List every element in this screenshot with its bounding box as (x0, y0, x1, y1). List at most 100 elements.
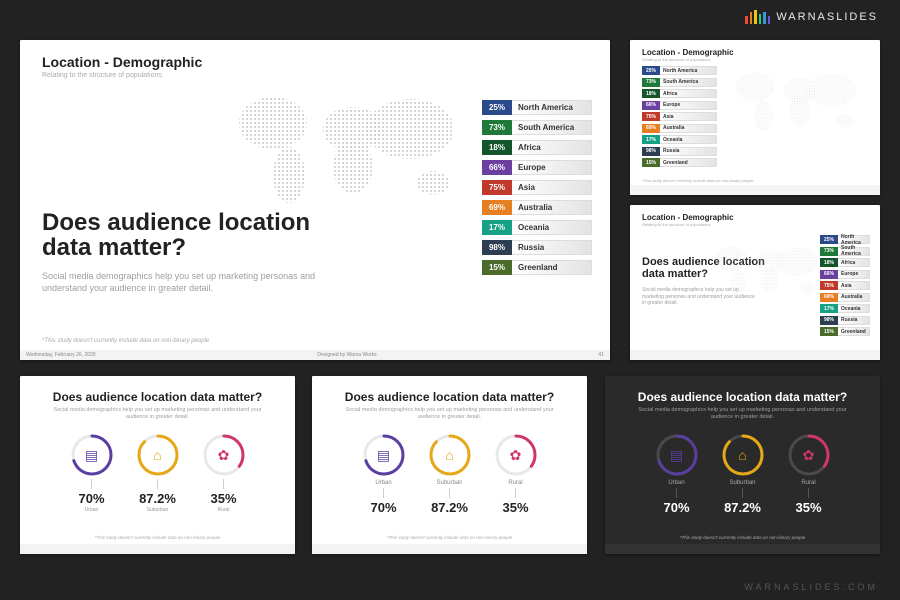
ring-item: ✿Rural35%Rural (202, 433, 246, 513)
region-label: Africa (660, 89, 717, 98)
ring-value: 87.2% (431, 500, 468, 515)
region-label: North America (512, 100, 592, 115)
slide-footer (312, 544, 587, 554)
region-bar: 17%Oceania (642, 135, 717, 144)
region-bar: 17%Oceania (820, 304, 870, 313)
ring-item: ▤ Urban 70% (655, 433, 699, 515)
region-label: Oceania (660, 135, 717, 144)
ring-glyph-icon: ✿ (510, 447, 522, 464)
region-bar: 98%Russia (482, 240, 592, 255)
slide-rings-light-a: Does audience location data matter? Soci… (20, 376, 295, 554)
region-pct: 25% (482, 100, 512, 115)
footnote: *This study doesn't currently include da… (312, 535, 587, 540)
connector-line (223, 479, 224, 489)
region-label: Oceania (512, 220, 592, 235)
headline: Does audience location data matter? (312, 376, 587, 404)
ring-glyph-icon: ▤ (670, 447, 683, 464)
ring-value: 35% (502, 500, 528, 515)
region-bar: 15%Greenland (482, 260, 592, 275)
region-pct: 17% (642, 135, 660, 144)
region-bar: 75%Asia (642, 112, 717, 121)
region-pct: 69% (482, 200, 512, 215)
progress-ring-icon: ✿ (202, 433, 246, 477)
region-label: Greenland (838, 327, 870, 336)
region-pct: 18% (642, 89, 660, 98)
region-label: Asia (512, 180, 592, 195)
region-label: Europe (512, 160, 592, 175)
slide-title: Location - Demographic (42, 54, 588, 70)
region-pct: 66% (482, 160, 512, 175)
region-pct: 17% (820, 304, 838, 313)
region-bar: 15%Greenland (642, 158, 717, 167)
region-label: Russia (512, 240, 592, 255)
world-map-icon (708, 237, 828, 307)
region-label: Asia (838, 281, 870, 290)
region-label: Russia (660, 147, 717, 156)
region-pct: 73% (820, 247, 838, 256)
region-label: Africa (838, 258, 870, 267)
slide-title: Location - Demographic (642, 48, 868, 57)
brand-logo: WARNASLIDES (745, 10, 878, 24)
brand-url: WARNASLIDES.COM (744, 582, 878, 592)
region-bar: 17%Oceania (482, 220, 592, 235)
region-bar: 18%Africa (820, 258, 870, 267)
ring-item: ⌂Suburban87.2%Suburban (136, 433, 180, 513)
connector-line (742, 488, 743, 498)
brand-name: WARNASLIDES (776, 11, 878, 23)
slide-subtitle: Relating to the structure of populations (42, 72, 588, 79)
region-label: Australia (512, 200, 592, 215)
region-label: South America (838, 247, 870, 256)
slide-thumb-bars-left: Location - Demographic Relating to the s… (630, 40, 880, 195)
region-bar: 18%Africa (642, 89, 717, 98)
connector-line (157, 479, 158, 489)
slide-subtitle: Relating to the structure of populations (642, 222, 868, 227)
region-label: North America (838, 235, 870, 244)
region-label: Oceania (838, 304, 870, 313)
progress-ring-icon: ▤ (362, 433, 406, 477)
ring-label: Suburban (436, 480, 462, 486)
footer-page: 41 (598, 352, 604, 358)
region-bar-list: 25%North America73%South America18%Afric… (482, 100, 592, 275)
region-label: Russia (838, 316, 870, 325)
region-pct: 18% (820, 258, 838, 267)
slide-footer (20, 544, 295, 554)
ring-chart-row: ▤Urban70%Urban ⌂Suburban87.2%Suburban ✿Rur… (20, 433, 295, 513)
region-pct: 25% (820, 235, 838, 244)
ring-glyph-icon: ▤ (85, 447, 98, 464)
region-label: Australia (660, 124, 717, 133)
region-bar: 73%South America (642, 78, 717, 87)
slide-footer (630, 185, 880, 195)
region-pct: 75% (482, 180, 512, 195)
footer-credit: Designed by Warna Works (317, 352, 376, 358)
region-pct: 18% (482, 140, 512, 155)
region-pct: 69% (820, 293, 838, 302)
slide-footer (605, 544, 880, 554)
region-label: Greenland (660, 158, 717, 167)
region-bar: 15%Greenland (820, 327, 870, 336)
region-pct: 15% (642, 158, 660, 167)
world-map-icon (728, 62, 868, 142)
footnote: *This study doesn't currently include da… (642, 178, 754, 183)
ring-glyph-icon: ⌂ (445, 447, 453, 463)
brand-bars-icon (745, 10, 770, 24)
region-label: Europe (660, 101, 717, 110)
ring-value: 70% (370, 500, 396, 515)
region-pct: 25% (642, 66, 660, 75)
ring-glyph-icon: ⌂ (153, 447, 161, 463)
ring-item: ▤Urban70% (362, 433, 406, 515)
progress-ring-icon: ✿ (787, 433, 831, 477)
slide-footer: Wednesday, February 26, 2020 Designed by… (20, 350, 610, 360)
ring-value: 87.2% (139, 491, 176, 506)
footer-date: Wednesday, February 26, 2020 (26, 352, 96, 358)
ring-value: 35% (795, 500, 821, 515)
region-pct: 66% (642, 101, 660, 110)
ring-label: Urban (668, 480, 684, 486)
ring-item: ▤Urban70%Urban (70, 433, 114, 513)
region-bar: 75%Asia (482, 180, 592, 195)
ring-glyph-icon: ✿ (218, 447, 230, 464)
slide-footer (630, 350, 880, 360)
slide-rings-light-b: Does audience location data matter? Soci… (312, 376, 587, 554)
slide-thumb-bars-right: Location - Demographic Relating to the s… (630, 205, 880, 360)
connector-line (449, 488, 450, 498)
ring-value: 70% (663, 500, 689, 515)
